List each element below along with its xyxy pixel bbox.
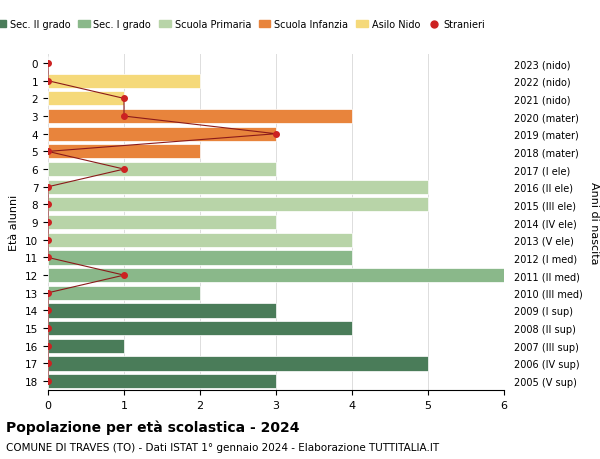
- Bar: [48, 374, 276, 388]
- Bar: [48, 233, 352, 247]
- Legend: Sec. II grado, Sec. I grado, Scuola Primaria, Scuola Infanzia, Asilo Nido, Stran: Sec. II grado, Sec. I grado, Scuola Prim…: [0, 17, 489, 34]
- Y-axis label: Anni di nascita: Anni di nascita: [589, 181, 599, 264]
- Bar: [48, 74, 200, 89]
- Bar: [48, 286, 200, 300]
- Text: COMUNE DI TRAVES (TO) - Dati ISTAT 1° gennaio 2024 - Elaborazione TUTTITALIA.IT: COMUNE DI TRAVES (TO) - Dati ISTAT 1° ge…: [6, 442, 439, 452]
- Y-axis label: Età alunni: Età alunni: [10, 195, 19, 251]
- Bar: [48, 339, 124, 353]
- Bar: [48, 110, 352, 124]
- Bar: [48, 198, 428, 212]
- Bar: [48, 321, 352, 336]
- Bar: [48, 269, 504, 283]
- Bar: [48, 357, 428, 371]
- Bar: [48, 145, 200, 159]
- Bar: [48, 162, 276, 177]
- Bar: [48, 304, 276, 318]
- Text: Popolazione per età scolastica - 2024: Popolazione per età scolastica - 2024: [6, 420, 299, 435]
- Bar: [48, 180, 428, 195]
- Bar: [48, 92, 124, 106]
- Bar: [48, 251, 352, 265]
- Bar: [48, 216, 276, 230]
- Bar: [48, 128, 276, 141]
